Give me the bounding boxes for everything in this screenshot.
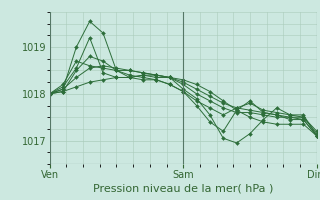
X-axis label: Pression niveau de la mer( hPa ): Pression niveau de la mer( hPa ) <box>93 184 273 194</box>
